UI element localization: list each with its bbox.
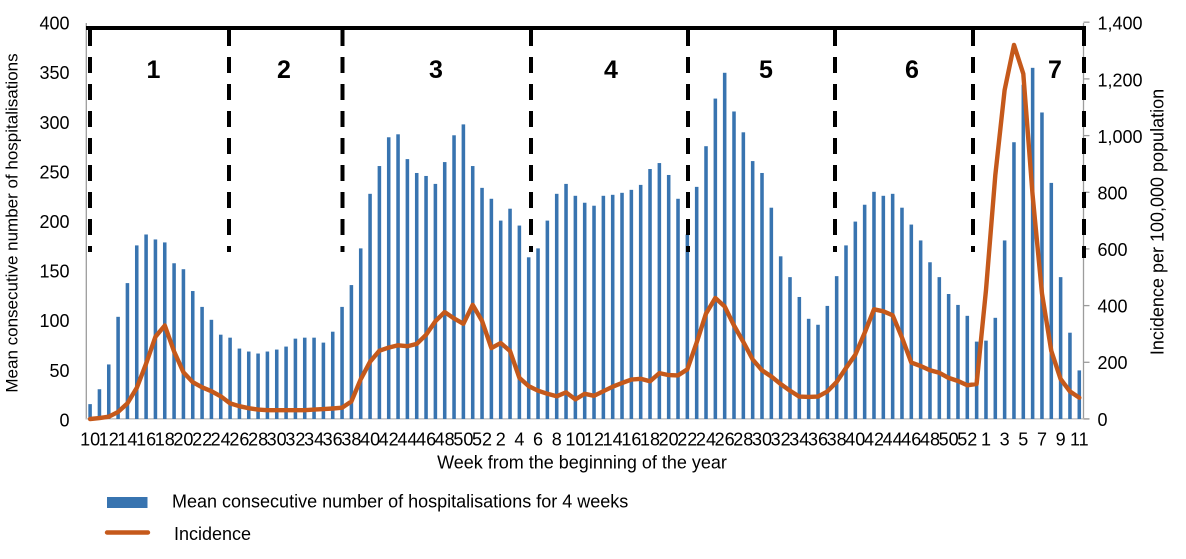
svg-text:1,200: 1,200: [1098, 70, 1143, 90]
svg-text:5: 5: [759, 56, 773, 84]
svg-text:0: 0: [1098, 410, 1108, 430]
svg-text:32: 32: [771, 430, 791, 450]
svg-text:5: 5: [1018, 430, 1028, 450]
svg-text:20: 20: [173, 430, 193, 450]
svg-text:50: 50: [49, 361, 69, 381]
svg-text:800: 800: [1098, 184, 1128, 204]
svg-text:0: 0: [59, 410, 69, 430]
svg-text:1,400: 1,400: [1098, 14, 1143, 34]
svg-text:8: 8: [552, 430, 562, 450]
svg-text:26: 26: [715, 430, 735, 450]
svg-text:Mean consecutive number of hos: Mean consecutive number of hospitalisati…: [172, 492, 628, 512]
svg-text:300: 300: [39, 113, 69, 133]
svg-text:4: 4: [604, 56, 618, 84]
svg-text:Incidence: Incidence: [174, 524, 251, 544]
svg-text:Week from the beginning of the: Week from the beginning of the year: [437, 453, 727, 473]
svg-text:24: 24: [696, 430, 716, 450]
svg-text:12: 12: [99, 430, 119, 450]
svg-text:11: 11: [1070, 430, 1089, 450]
svg-text:38: 38: [341, 430, 361, 450]
svg-text:52: 52: [957, 430, 977, 450]
svg-text:18: 18: [155, 430, 175, 450]
svg-text:12: 12: [584, 430, 604, 450]
svg-text:18: 18: [640, 430, 660, 450]
svg-text:24: 24: [211, 430, 231, 450]
svg-text:2: 2: [277, 56, 291, 84]
svg-text:3: 3: [1000, 430, 1010, 450]
svg-text:250: 250: [39, 162, 69, 182]
svg-text:36: 36: [323, 430, 343, 450]
svg-text:52: 52: [472, 430, 492, 450]
svg-text:30: 30: [752, 430, 772, 450]
svg-text:42: 42: [864, 430, 884, 450]
svg-text:28: 28: [733, 430, 753, 450]
svg-text:50: 50: [939, 430, 959, 450]
svg-text:38: 38: [827, 430, 847, 450]
svg-text:150: 150: [39, 262, 69, 282]
svg-text:46: 46: [901, 430, 921, 450]
svg-text:1,000: 1,000: [1098, 127, 1143, 147]
svg-text:6: 6: [905, 56, 919, 84]
svg-text:32: 32: [285, 430, 305, 450]
svg-text:1: 1: [981, 430, 991, 450]
svg-text:600: 600: [1098, 240, 1128, 260]
svg-text:10: 10: [80, 430, 100, 450]
svg-text:46: 46: [416, 430, 436, 450]
svg-text:2: 2: [496, 430, 506, 450]
svg-text:350: 350: [39, 63, 69, 83]
svg-text:10: 10: [565, 430, 585, 450]
svg-text:Incidence per 100,000 populati: Incidence per 100,000 population: [1148, 89, 1168, 355]
svg-text:50: 50: [453, 430, 473, 450]
svg-text:20: 20: [659, 430, 679, 450]
svg-text:44: 44: [397, 430, 417, 450]
svg-text:3: 3: [429, 56, 443, 84]
svg-text:44: 44: [883, 430, 903, 450]
svg-text:16: 16: [136, 430, 156, 450]
svg-text:22: 22: [677, 430, 697, 450]
svg-text:400: 400: [1098, 297, 1128, 317]
svg-text:34: 34: [304, 430, 324, 450]
svg-text:22: 22: [192, 430, 212, 450]
svg-text:100: 100: [39, 311, 69, 331]
svg-text:6: 6: [533, 430, 543, 450]
svg-text:28: 28: [248, 430, 268, 450]
svg-text:200: 200: [39, 212, 69, 232]
svg-text:16: 16: [621, 430, 641, 450]
svg-text:7: 7: [1048, 56, 1062, 84]
svg-text:Mean consecutive number of hos: Mean consecutive number of hospitalisati…: [3, 53, 22, 392]
svg-text:7: 7: [1037, 430, 1047, 450]
svg-text:36: 36: [808, 430, 828, 450]
svg-text:40: 40: [360, 430, 380, 450]
svg-text:40: 40: [845, 430, 865, 450]
svg-text:42: 42: [379, 430, 399, 450]
svg-text:30: 30: [267, 430, 287, 450]
svg-text:400: 400: [39, 14, 69, 34]
svg-text:14: 14: [117, 430, 137, 450]
svg-text:9: 9: [1056, 430, 1066, 450]
svg-text:14: 14: [603, 430, 623, 450]
svg-text:48: 48: [920, 430, 940, 450]
svg-text:34: 34: [789, 430, 809, 450]
svg-text:4: 4: [514, 430, 524, 450]
svg-text:26: 26: [229, 430, 249, 450]
svg-text:200: 200: [1098, 353, 1128, 373]
svg-text:48: 48: [435, 430, 455, 450]
svg-text:1: 1: [147, 56, 161, 84]
